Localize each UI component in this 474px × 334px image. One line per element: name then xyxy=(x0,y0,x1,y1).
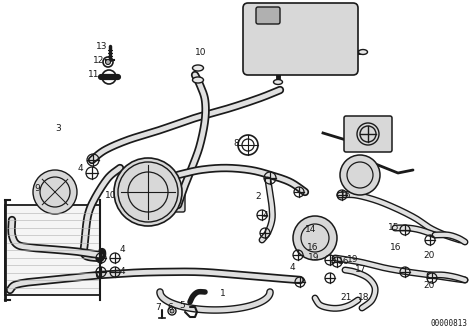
Text: 4: 4 xyxy=(263,210,269,219)
Text: 2: 2 xyxy=(255,191,261,200)
Text: 3: 3 xyxy=(55,124,61,133)
Text: 15: 15 xyxy=(388,223,400,232)
Ellipse shape xyxy=(358,49,367,54)
Text: 16: 16 xyxy=(390,243,401,253)
FancyBboxPatch shape xyxy=(256,7,280,24)
Text: 19: 19 xyxy=(347,256,358,265)
Text: 16: 16 xyxy=(340,190,352,199)
Text: 1: 1 xyxy=(220,289,226,298)
Text: 13: 13 xyxy=(96,41,108,50)
Text: 00000813: 00000813 xyxy=(431,319,468,328)
Ellipse shape xyxy=(273,79,283,85)
Text: 4: 4 xyxy=(120,245,126,255)
Bar xyxy=(5,205,100,295)
Circle shape xyxy=(340,155,380,195)
Text: 20: 20 xyxy=(423,281,434,290)
Text: 9: 9 xyxy=(34,183,40,192)
Text: 17: 17 xyxy=(355,266,366,275)
Text: 7: 7 xyxy=(155,304,161,313)
Circle shape xyxy=(114,158,182,226)
Ellipse shape xyxy=(192,77,203,83)
Text: 14: 14 xyxy=(305,225,316,234)
FancyBboxPatch shape xyxy=(243,3,358,75)
Text: 16: 16 xyxy=(307,243,319,253)
Text: 4: 4 xyxy=(290,264,296,273)
Text: 5: 5 xyxy=(179,301,185,310)
Text: 6: 6 xyxy=(167,304,173,313)
Circle shape xyxy=(106,59,110,64)
Text: 8: 8 xyxy=(233,139,239,148)
Text: 21: 21 xyxy=(340,294,351,303)
Text: 19: 19 xyxy=(308,254,319,263)
Text: 10: 10 xyxy=(105,190,117,199)
FancyBboxPatch shape xyxy=(151,186,185,212)
Circle shape xyxy=(170,309,174,313)
Text: 4: 4 xyxy=(78,164,83,172)
Text: 12: 12 xyxy=(93,55,104,64)
FancyBboxPatch shape xyxy=(344,116,392,152)
Text: 4: 4 xyxy=(120,268,126,277)
Ellipse shape xyxy=(192,65,203,71)
Text: 20: 20 xyxy=(423,250,434,260)
Text: 18: 18 xyxy=(358,294,370,303)
Circle shape xyxy=(293,216,337,260)
Text: 11: 11 xyxy=(88,69,100,78)
Text: 16: 16 xyxy=(338,258,349,267)
Circle shape xyxy=(33,170,77,214)
Text: 10: 10 xyxy=(195,47,207,56)
